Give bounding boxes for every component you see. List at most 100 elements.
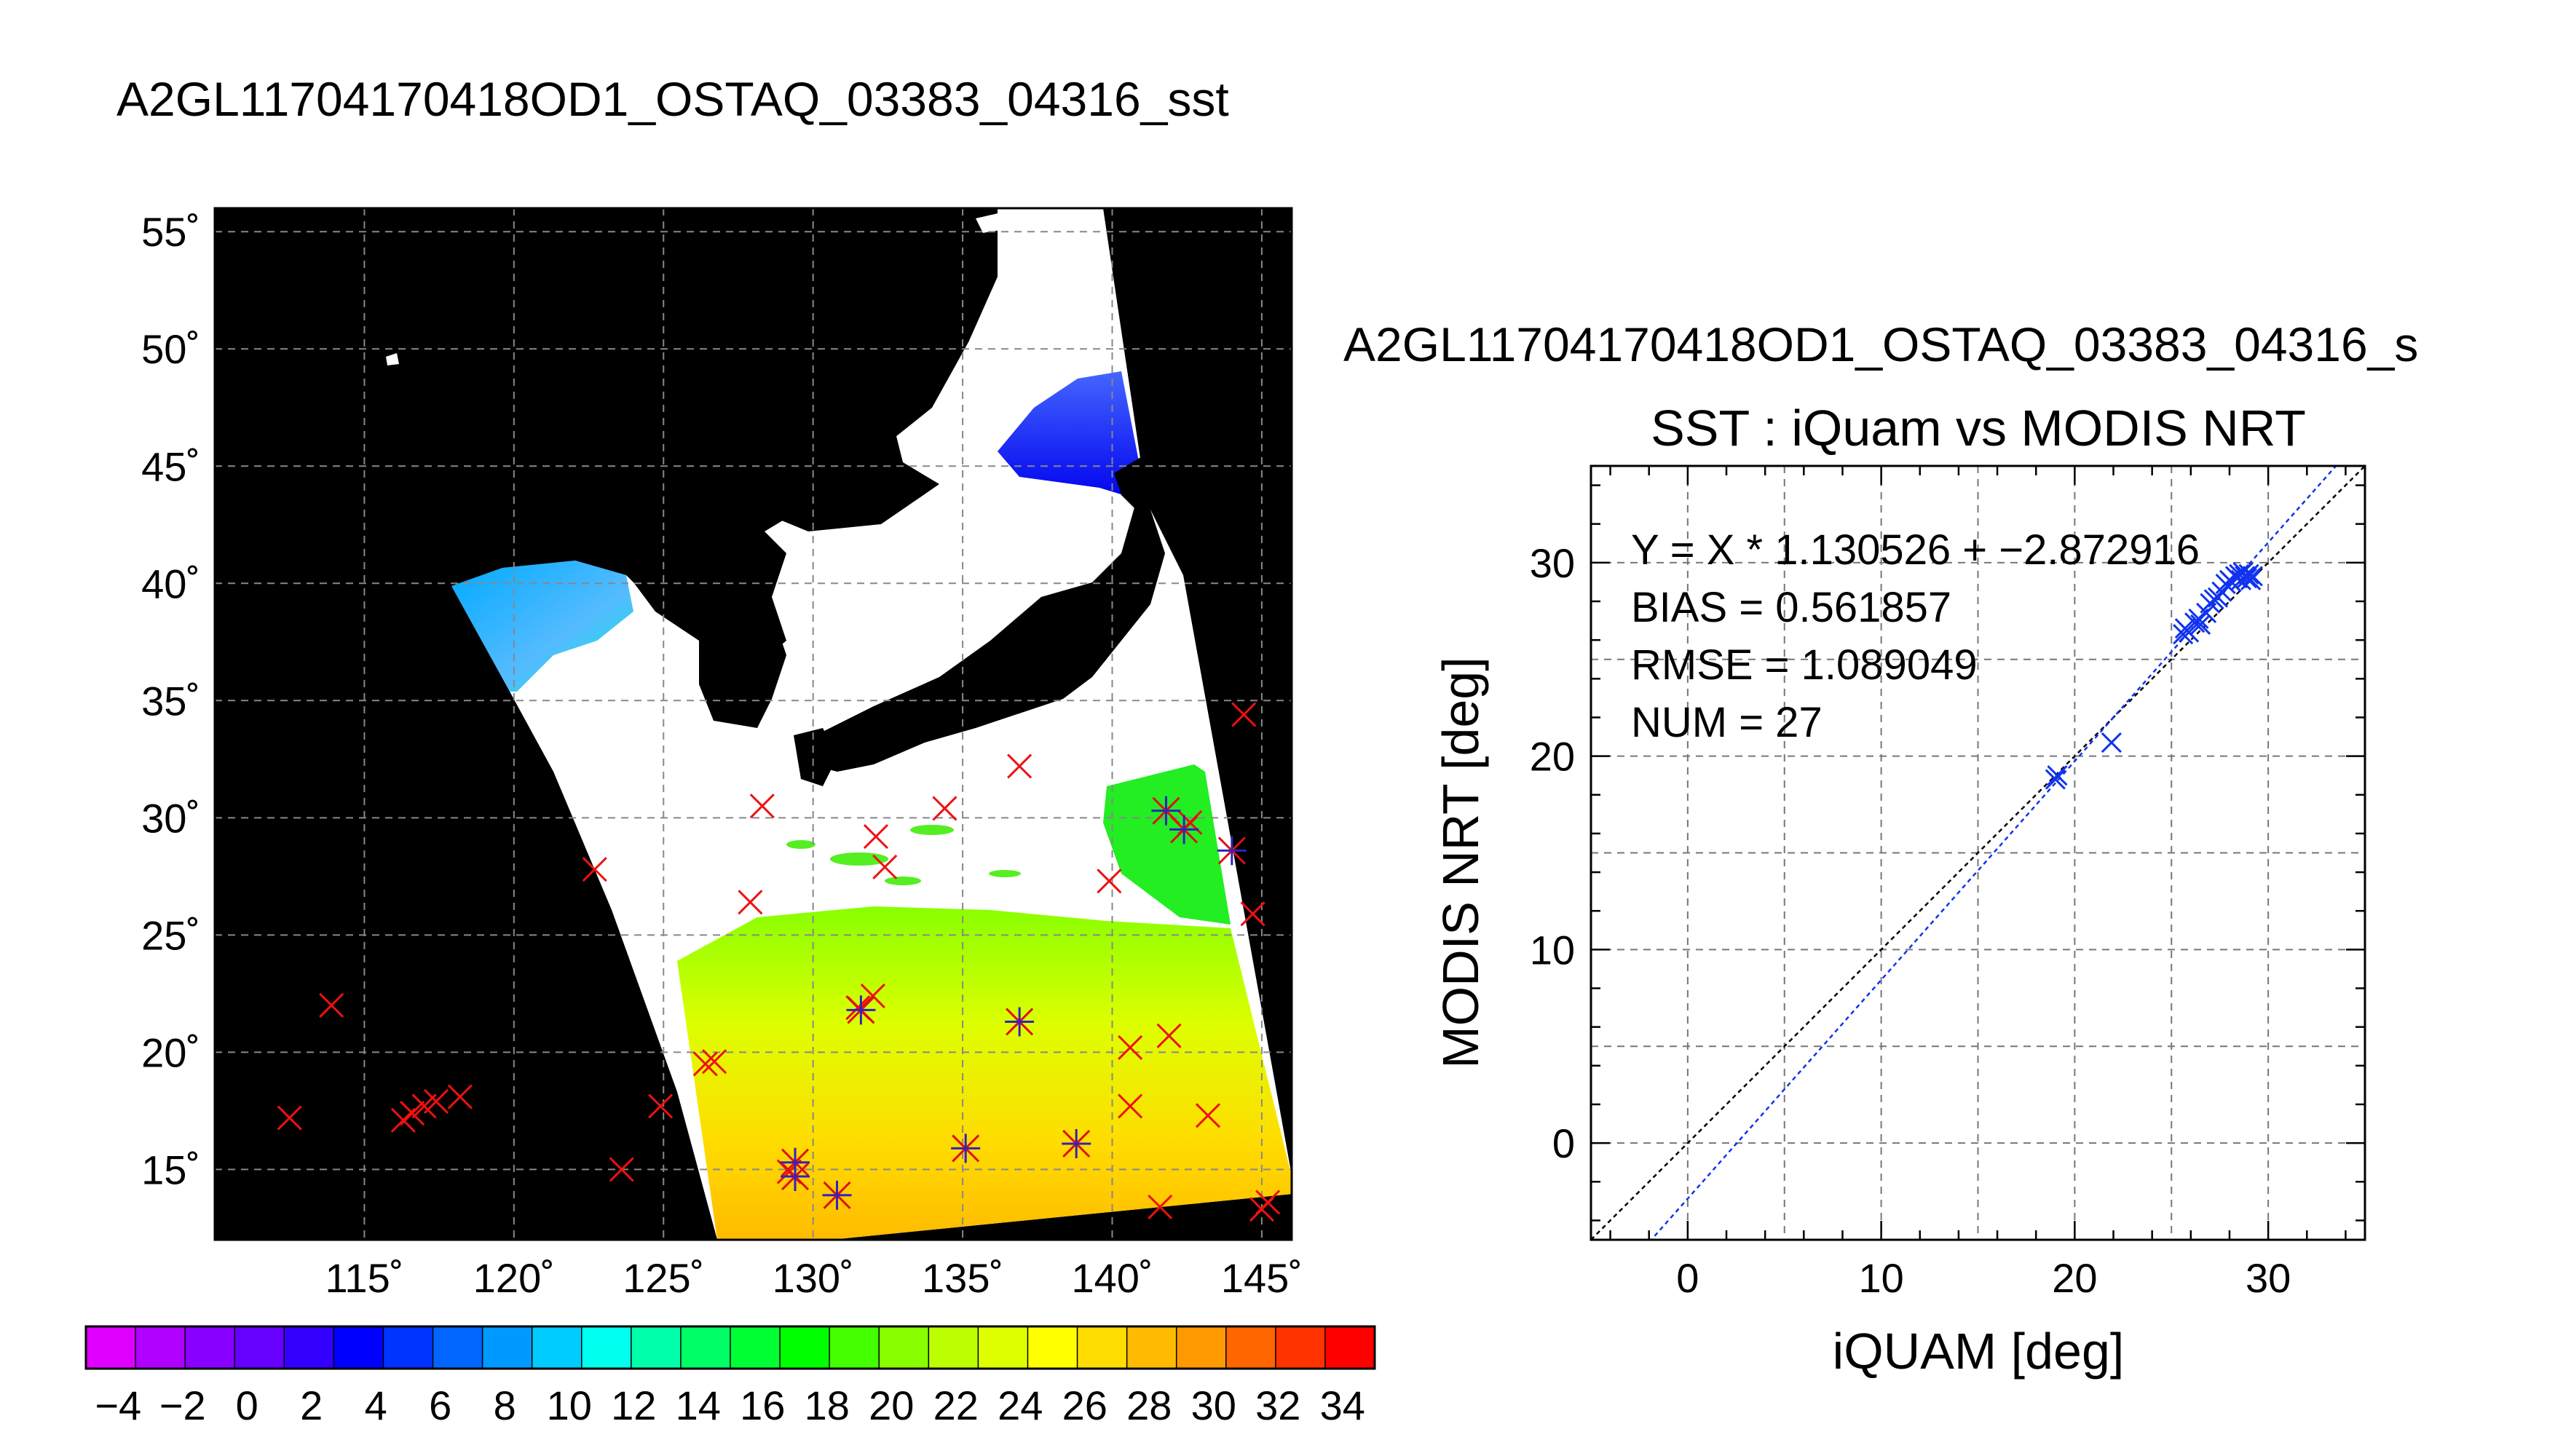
colorbar-tick-label: 24 xyxy=(998,1382,1043,1428)
scatter-stats: Y = X * 1.130526 + −2.872916 BIAS = 0.561… xyxy=(1631,526,2200,746)
scatter-ytick-label: 20 xyxy=(1530,734,1575,780)
identity-line xyxy=(1591,466,2365,1240)
colorbar-tick-label: 18 xyxy=(805,1382,850,1428)
observation-x-marker xyxy=(1007,753,1032,779)
observation-x-marker xyxy=(1118,1034,1143,1060)
sst-region-east xyxy=(1103,764,1231,925)
colorbar-segment xyxy=(730,1326,781,1369)
colorbar-tick-label: 26 xyxy=(1062,1382,1107,1428)
colorbar-tick-label: 30 xyxy=(1191,1382,1236,1428)
scatter-xlabel: iQUAM [deg] xyxy=(1833,1323,2125,1380)
scatter-title: SST : iQuam vs MODIS NRT xyxy=(1651,400,2306,456)
observation-x-marker xyxy=(648,1093,674,1119)
map-frame xyxy=(213,207,1293,1241)
lon-tick-label: 140˚ xyxy=(1071,1255,1153,1301)
lon-tick-label: 130˚ xyxy=(773,1255,854,1301)
observation-x-marker xyxy=(1097,869,1122,894)
colorbar-tick-label: −2 xyxy=(159,1382,206,1428)
observation-x-marker xyxy=(702,1049,727,1075)
scatter-xtick-label: 10 xyxy=(1858,1255,1903,1301)
colorbar-segment xyxy=(185,1326,235,1369)
lat-tick-label: 55˚ xyxy=(141,209,200,255)
lat-tick-label: 15˚ xyxy=(141,1147,200,1192)
colorbar-tick-label: 6 xyxy=(429,1382,451,1428)
observation-markers xyxy=(277,702,1281,1222)
sst-flecks xyxy=(786,825,1021,885)
observation-x-marker xyxy=(582,857,607,882)
observation-x-marker xyxy=(749,794,775,819)
colorbar-segment xyxy=(829,1326,880,1369)
scatter-point xyxy=(2047,765,2068,786)
lon-tick-label: 125˚ xyxy=(623,1255,704,1301)
observation-star-marker xyxy=(781,1162,810,1192)
observation-x-marker xyxy=(447,1084,473,1109)
scatter-ytick-label: 10 xyxy=(1530,927,1575,973)
colorbar-tick-label: 22 xyxy=(933,1382,979,1428)
scatter-xtick-label: 20 xyxy=(2052,1255,2097,1301)
colorbar-segment xyxy=(631,1326,682,1369)
colorbar-tick-label: 34 xyxy=(1320,1382,1365,1428)
colorbar-segment xyxy=(780,1326,830,1369)
scatter-point xyxy=(2179,622,2200,643)
colorbar-tick-label: −4 xyxy=(95,1382,141,1428)
scatter-point xyxy=(2236,568,2257,589)
sst-region-west xyxy=(451,561,633,692)
colorbar-segment xyxy=(1176,1326,1227,1369)
colorbar-segment xyxy=(1027,1326,1078,1369)
observation-x-marker xyxy=(1255,1190,1281,1215)
observation-x-marker xyxy=(1156,1023,1182,1048)
colorbar-tick-label: 2 xyxy=(300,1382,323,1428)
colorbar-tick-label: 14 xyxy=(676,1382,721,1428)
colorbar-segment xyxy=(1225,1326,1276,1369)
observation-x-marker xyxy=(1195,1103,1221,1128)
lat-tick-label: 30˚ xyxy=(141,795,200,841)
observation-star-marker xyxy=(846,995,876,1025)
scatter-ytick-label: 0 xyxy=(1552,1120,1575,1166)
colorbar-segment xyxy=(1077,1326,1128,1369)
land-kyushu xyxy=(794,728,837,786)
observation-x-marker xyxy=(400,1101,425,1126)
observation-x-marker xyxy=(277,1105,302,1131)
colorbar-segment xyxy=(879,1326,929,1369)
scatter-point xyxy=(2190,614,2211,635)
observation-x-marker xyxy=(738,890,763,915)
observation-star-marker xyxy=(1217,836,1247,866)
land-japan xyxy=(808,502,1165,772)
lat-tick-label: 45˚ xyxy=(141,443,200,489)
colorbar-frame xyxy=(84,1325,1376,1370)
colorbar-tick-label: 0 xyxy=(236,1382,258,1428)
colorbar-segment xyxy=(234,1326,285,1369)
scatter-ylabel: MODIS NRT [deg] xyxy=(1432,657,1489,1068)
lat-tick-label: 25˚ xyxy=(141,912,200,958)
lon-tick-labels: 115˚ 120˚ 125˚ 130˚ 135˚ 140˚ 145˚ xyxy=(325,1255,1303,1301)
lon-tick-label: 115˚ xyxy=(325,1255,403,1301)
scatter-ytick-label: 30 xyxy=(1530,540,1575,586)
scatter-point xyxy=(2101,732,2122,753)
observation-x-marker xyxy=(692,1051,718,1077)
scatter-plot: SST : iQuam vs MODIS NRT 0 10 20 300102030 … xyxy=(1432,400,2366,1380)
colorbar-segment xyxy=(482,1326,533,1369)
colorbar-segment xyxy=(581,1326,632,1369)
land-small-islands xyxy=(386,213,1050,365)
colorbar-segment xyxy=(978,1326,1029,1369)
scatter-lines xyxy=(1591,466,2365,1240)
observation-x-marker xyxy=(423,1088,449,1115)
sst-map: 115˚ 120˚ 125˚ 130˚ 135˚ 140˚ 145˚ 15˚ 20˚ 25˚ 30… xyxy=(141,207,1303,1301)
lon-tick-label: 145˚ xyxy=(1221,1255,1303,1301)
scatter-point xyxy=(2207,587,2229,608)
observation-star-marker xyxy=(822,1180,852,1210)
observation-x-marker xyxy=(872,854,898,880)
colorbar-segment xyxy=(532,1326,583,1369)
stats-line: RMSE = 1.089049 xyxy=(1631,641,1978,689)
observation-star-marker xyxy=(1062,1128,1091,1158)
observation-star-marker xyxy=(1169,815,1199,844)
observation-x-marker xyxy=(932,796,957,821)
sst-region-north xyxy=(998,371,1147,502)
scatter-file-title: A2GL11704170418OD1_OSTAQ_03383_04316_s xyxy=(1343,317,2419,371)
observation-x-marker xyxy=(1240,901,1265,927)
lat-tick-labels: 15˚ 20˚ 25˚ 30˚ 35˚ 40˚ 45˚ 50˚ 55˚ xyxy=(141,209,200,1192)
lat-tick-label: 50˚ xyxy=(141,326,200,372)
stats-line: NUM = 27 xyxy=(1631,699,1823,746)
scatter-points xyxy=(2045,562,2263,790)
